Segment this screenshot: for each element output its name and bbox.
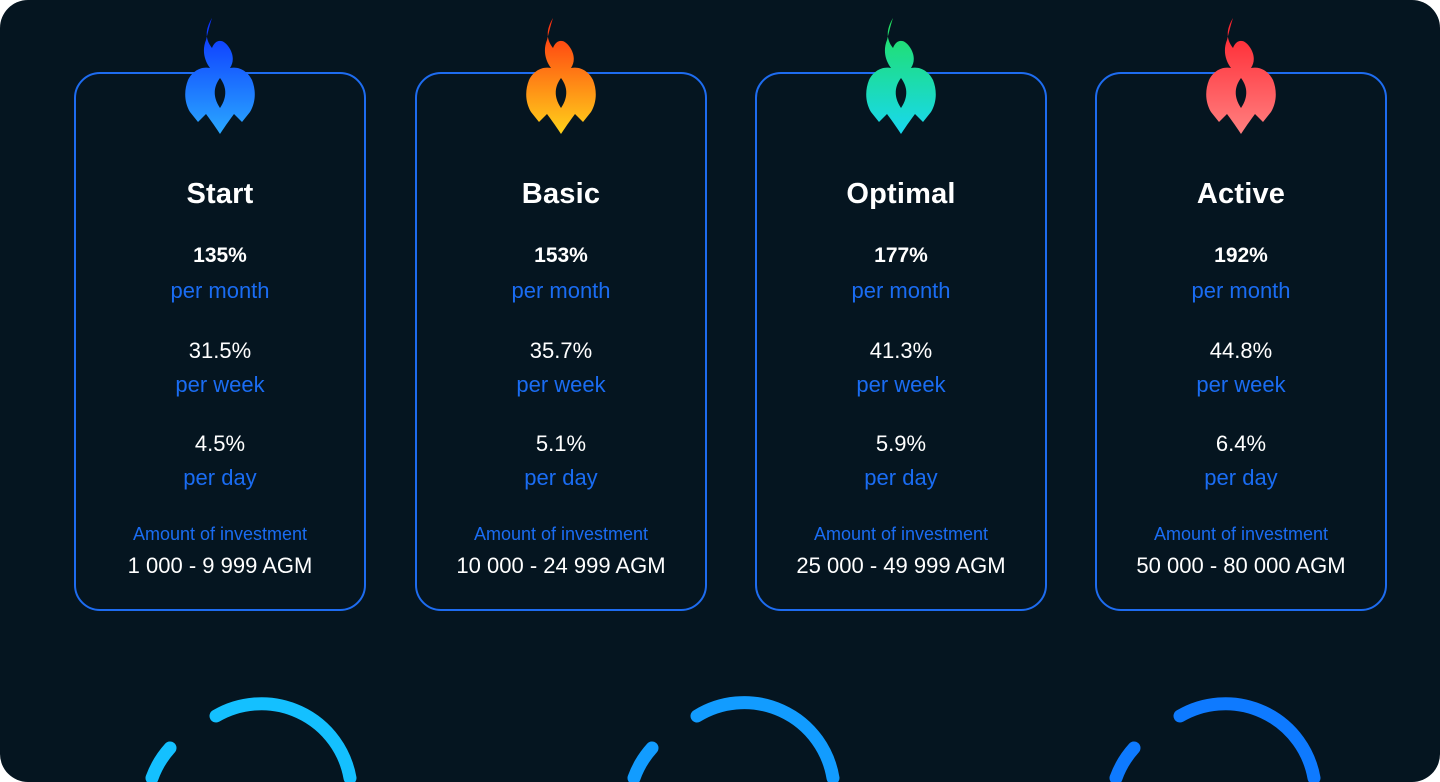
investment-range: 25 000 - 49 999 AGM: [796, 553, 1006, 578]
daily-percent: 5.9%: [875, 431, 927, 456]
investment-range: 10 000 - 24 999 AGM: [456, 553, 666, 578]
orange-flame-icon: [526, 18, 596, 134]
daily-label: per day: [1204, 465, 1278, 490]
weekly-label: per week: [516, 372, 606, 397]
investment-label: Amount of investment: [1153, 524, 1329, 544]
plan-card-basic[interactable]: Basic 153% per month 35.7% per week 5.1%…: [415, 18, 707, 611]
red-flame-icon: [1206, 18, 1276, 134]
blue-flame-icon: [185, 18, 255, 134]
weekly-label: per week: [175, 372, 265, 397]
daily-percent: 4.5%: [194, 431, 246, 456]
weekly-label: per week: [1196, 372, 1286, 397]
investment-label: Amount of investment: [473, 524, 649, 544]
monthly-label: per month: [170, 278, 270, 303]
daily-label: per day: [524, 465, 598, 490]
monthly-label: per month: [1191, 278, 1291, 303]
weekly-percent: 35.7%: [529, 338, 593, 363]
monthly-label: per month: [511, 278, 611, 303]
weekly-percent: 31.5%: [188, 338, 252, 363]
weekly-label: per week: [856, 372, 946, 397]
monthly-percent: 135%: [193, 244, 247, 267]
green-flame-icon: [866, 18, 936, 134]
monthly-percent: 192%: [1214, 244, 1268, 267]
weekly-percent: 44.8%: [1209, 338, 1273, 363]
daily-percent: 5.1%: [535, 431, 587, 456]
investment-label: Amount of investment: [813, 524, 989, 544]
weekly-percent: 41.3%: [869, 338, 933, 363]
plan-card-start[interactable]: Start 135% per month 31.5% per week 4.5%…: [74, 18, 366, 611]
daily-percent: 6.4%: [1215, 431, 1267, 456]
daily-label: per day: [864, 465, 938, 490]
plan-title: Active: [1196, 178, 1286, 210]
plan-title: Basic: [521, 178, 601, 210]
monthly-percent: 153%: [534, 244, 588, 267]
plan-title: Optimal: [846, 178, 956, 210]
monthly-label: per month: [851, 278, 951, 303]
investment-range: 1 000 - 9 999 AGM: [127, 553, 313, 578]
monthly-percent: 177%: [874, 244, 928, 267]
plan-card-active[interactable]: Active 192% per month 44.8% per week 6.4…: [1095, 18, 1387, 611]
investment-range: 50 000 - 80 000 AGM: [1136, 553, 1346, 578]
plan-title: Start: [186, 178, 254, 210]
plan-card-optimal[interactable]: Optimal 177% per month 41.3% per week 5.…: [755, 18, 1047, 611]
daily-label: per day: [183, 465, 257, 490]
investment-label: Amount of investment: [132, 524, 308, 544]
